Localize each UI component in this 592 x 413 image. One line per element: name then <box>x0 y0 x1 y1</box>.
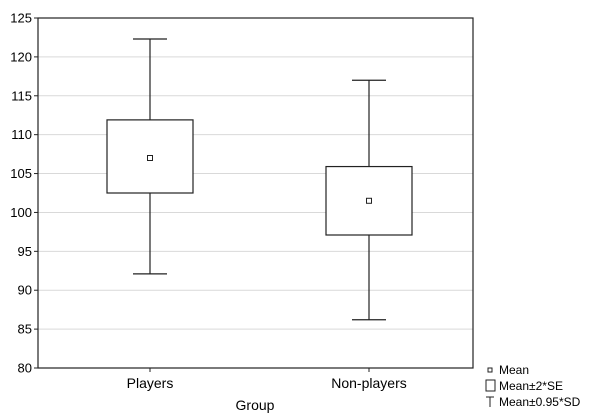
legend-label: Mean <box>499 363 529 377</box>
y-tick-label: 120 <box>10 49 32 64</box>
y-tick-label: 100 <box>10 205 32 220</box>
legend-mean-symbol <box>487 367 493 373</box>
x-tick-label: Non-players <box>331 375 406 391</box>
legend: Mean Mean±2*SE Mean±0.95*SD <box>485 363 581 409</box>
y-tick-label: 110 <box>11 127 32 142</box>
mean-marker <box>147 155 153 161</box>
y-tick-label: 95 <box>18 244 32 259</box>
x-tick-label: Players <box>127 375 174 391</box>
y-tick-label: 80 <box>18 361 32 376</box>
y-tick-label: 105 <box>10 166 32 181</box>
legend-box-symbol <box>485 379 496 392</box>
series-group <box>106 38 413 321</box>
y-tick-label: 115 <box>11 88 32 103</box>
x-axis-title: Group <box>236 397 275 413</box>
legend-label: Mean±0.95*SD <box>499 395 581 409</box>
y-tick-label: 125 <box>10 11 32 26</box>
plot-area <box>37 17 474 369</box>
legend-label: Mean±2*SE <box>499 379 563 393</box>
y-axis: 80 85 90 95 100 105 110 115 120 125 <box>10 11 38 376</box>
y-tick-label: 90 <box>18 283 32 298</box>
x-axis: Players Non-players <box>127 368 407 391</box>
mean-marker <box>366 197 372 204</box>
y-tick-label: 85 <box>18 322 32 337</box>
